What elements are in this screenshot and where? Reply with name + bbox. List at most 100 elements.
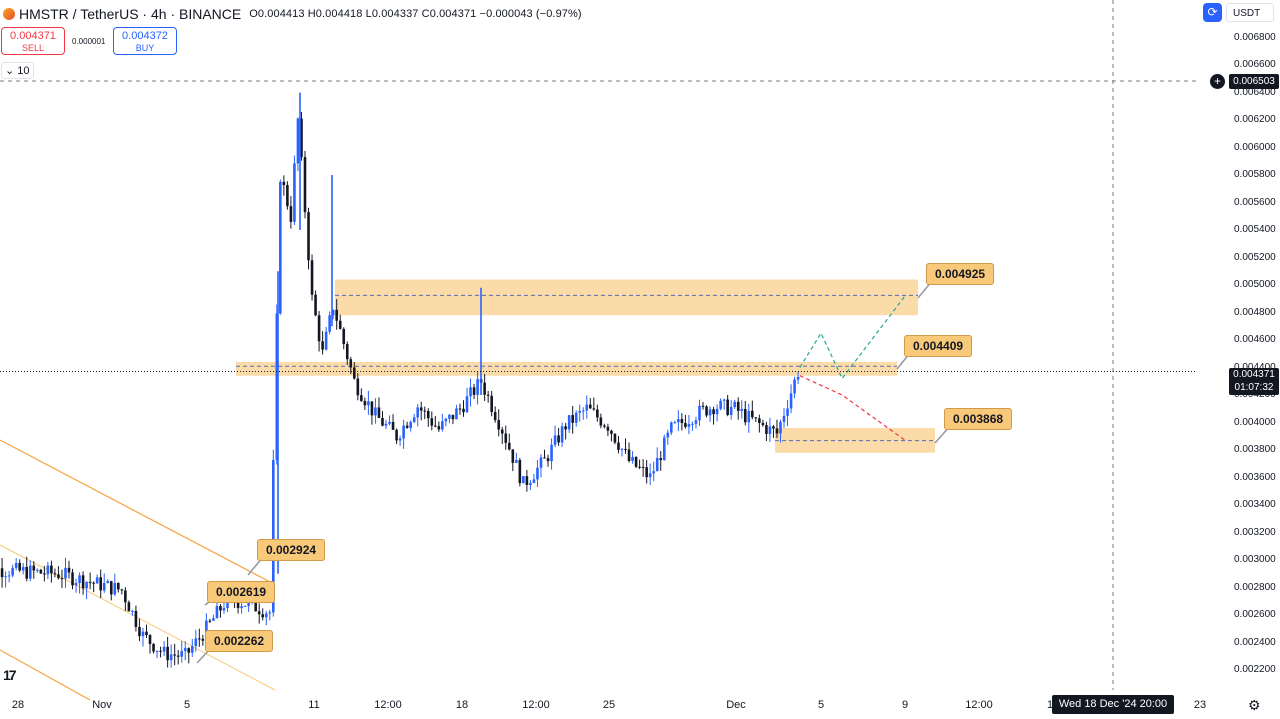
candle-body bbox=[419, 407, 423, 411]
candle-body bbox=[264, 613, 268, 618]
price-tag[interactable]: 0.003868 bbox=[944, 408, 1013, 430]
candle-body bbox=[331, 309, 335, 316]
channel-lower-line bbox=[0, 649, 91, 701]
candle-body bbox=[677, 419, 680, 423]
candle-body bbox=[613, 433, 617, 443]
price-tag[interactable]: 0.002262 bbox=[205, 630, 274, 652]
candle-body bbox=[507, 442, 511, 450]
candle-body bbox=[765, 425, 768, 434]
candle-body bbox=[592, 408, 596, 410]
candle-body bbox=[169, 654, 173, 661]
candle-body bbox=[254, 598, 257, 612]
candle-body bbox=[557, 435, 560, 443]
chart-header: HMSTR / TetherUS · 4h · BINANCE O0.00441… bbox=[0, 4, 582, 24]
candle-body bbox=[606, 426, 610, 431]
time-tick-label: 18 bbox=[455, 699, 469, 711]
projection-path bbox=[799, 294, 906, 380]
candle-body bbox=[257, 611, 261, 615]
candle-body bbox=[529, 482, 532, 485]
candle-body bbox=[310, 260, 314, 295]
candle-body bbox=[641, 466, 645, 468]
price-axis[interactable]: 0.006800 0.006600 0.006400 0.006200 0.006000… bbox=[1196, 0, 1280, 690]
candle-body bbox=[722, 399, 726, 401]
candle-body bbox=[279, 181, 282, 314]
price-tick-label: 0.005000 bbox=[1234, 279, 1276, 290]
candle-body bbox=[740, 408, 744, 411]
price-tag[interactable]: 0.004409 bbox=[904, 335, 973, 357]
candle-body bbox=[78, 575, 81, 584]
candle-body bbox=[286, 185, 289, 207]
price-tick-label: 0.006800 bbox=[1234, 31, 1276, 43]
candle-body bbox=[631, 456, 634, 461]
candle-body bbox=[138, 626, 141, 637]
sell-button[interactable]: 0.004371 SELL bbox=[1, 27, 65, 55]
price-tick-label: 0.003800 bbox=[1234, 444, 1276, 455]
price-tick-label: 0.003600 bbox=[1234, 471, 1276, 483]
price-tag[interactable]: 0.004925 bbox=[926, 263, 995, 285]
candle-body bbox=[201, 638, 205, 641]
candle-body bbox=[328, 315, 331, 332]
candle-body bbox=[578, 410, 582, 413]
candle-body bbox=[412, 417, 416, 422]
candle-body bbox=[321, 341, 324, 350]
candle-body bbox=[367, 401, 370, 406]
time-tick-label: 12:00 bbox=[374, 699, 402, 711]
candle-body bbox=[719, 400, 722, 409]
add-alert-plus-icon[interactable]: + bbox=[1210, 74, 1225, 89]
tradingview-logo[interactable]: 17 bbox=[3, 667, 17, 683]
candle-body bbox=[303, 157, 307, 213]
time-tick-label: Dec bbox=[726, 699, 746, 711]
price-tag[interactable]: 0.002619 bbox=[207, 581, 276, 603]
candle-body bbox=[145, 631, 148, 636]
candle-body bbox=[567, 415, 571, 430]
gear-icon[interactable]: ⚙ bbox=[1248, 697, 1261, 713]
candle-body bbox=[215, 606, 219, 619]
candle-body bbox=[550, 444, 553, 462]
candle-body bbox=[353, 367, 356, 379]
currency-selector[interactable]: USDT bbox=[1226, 3, 1274, 22]
candle-body bbox=[324, 331, 328, 350]
buy-label: BUY bbox=[135, 43, 155, 53]
channel-layer bbox=[0, 439, 276, 701]
candle-body bbox=[370, 401, 374, 416]
candle-body bbox=[715, 408, 719, 415]
candle-body bbox=[28, 565, 32, 579]
candle-body bbox=[416, 407, 420, 418]
candle-body bbox=[317, 315, 321, 342]
candle-body bbox=[124, 590, 127, 603]
indicator-toggle[interactable]: ⌄ 10 bbox=[1, 62, 34, 79]
crosshair-layer bbox=[0, 0, 1196, 690]
candle-body bbox=[708, 409, 712, 416]
candle-body bbox=[458, 408, 462, 410]
sell-label: SELL bbox=[21, 43, 45, 53]
candle-body bbox=[712, 409, 715, 415]
candle-body bbox=[588, 404, 592, 409]
candle-body bbox=[733, 401, 737, 407]
price-tag[interactable]: 0.002924 bbox=[257, 539, 326, 561]
candle-body bbox=[243, 605, 247, 607]
candle-body bbox=[314, 294, 317, 316]
candle-body bbox=[395, 429, 398, 441]
zones-layer bbox=[236, 279, 935, 453]
symbol-title[interactable]: HMSTR / TetherUS · 4h · BINANCE bbox=[19, 6, 242, 22]
price-tick-label: 0.005200 bbox=[1234, 251, 1276, 263]
candle-body bbox=[497, 420, 501, 430]
candle-body bbox=[271, 460, 275, 613]
candle-body bbox=[441, 421, 444, 430]
candle-body bbox=[455, 408, 458, 420]
candle-body bbox=[434, 425, 437, 427]
time-axis[interactable]: 28 Nov 5 11 12:00 18 12:00 25 Dec 5 9 12:00 1 23 bbox=[0, 690, 1280, 719]
time-tick-label: 5 bbox=[817, 699, 825, 711]
candle-body bbox=[620, 448, 624, 450]
buy-button[interactable]: 0.004372 BUY bbox=[113, 27, 177, 55]
candle-body bbox=[198, 638, 201, 640]
candle-body bbox=[109, 581, 113, 595]
candle-body bbox=[469, 387, 472, 397]
candle-body bbox=[57, 574, 60, 579]
candle-body bbox=[282, 181, 286, 186]
time-tick-label: Nov bbox=[92, 699, 112, 711]
crosshair-price-label: 0.006503 bbox=[1229, 74, 1279, 89]
currency-toggle-icon[interactable]: ⟳ bbox=[1203, 3, 1222, 22]
candle-body bbox=[349, 359, 353, 368]
